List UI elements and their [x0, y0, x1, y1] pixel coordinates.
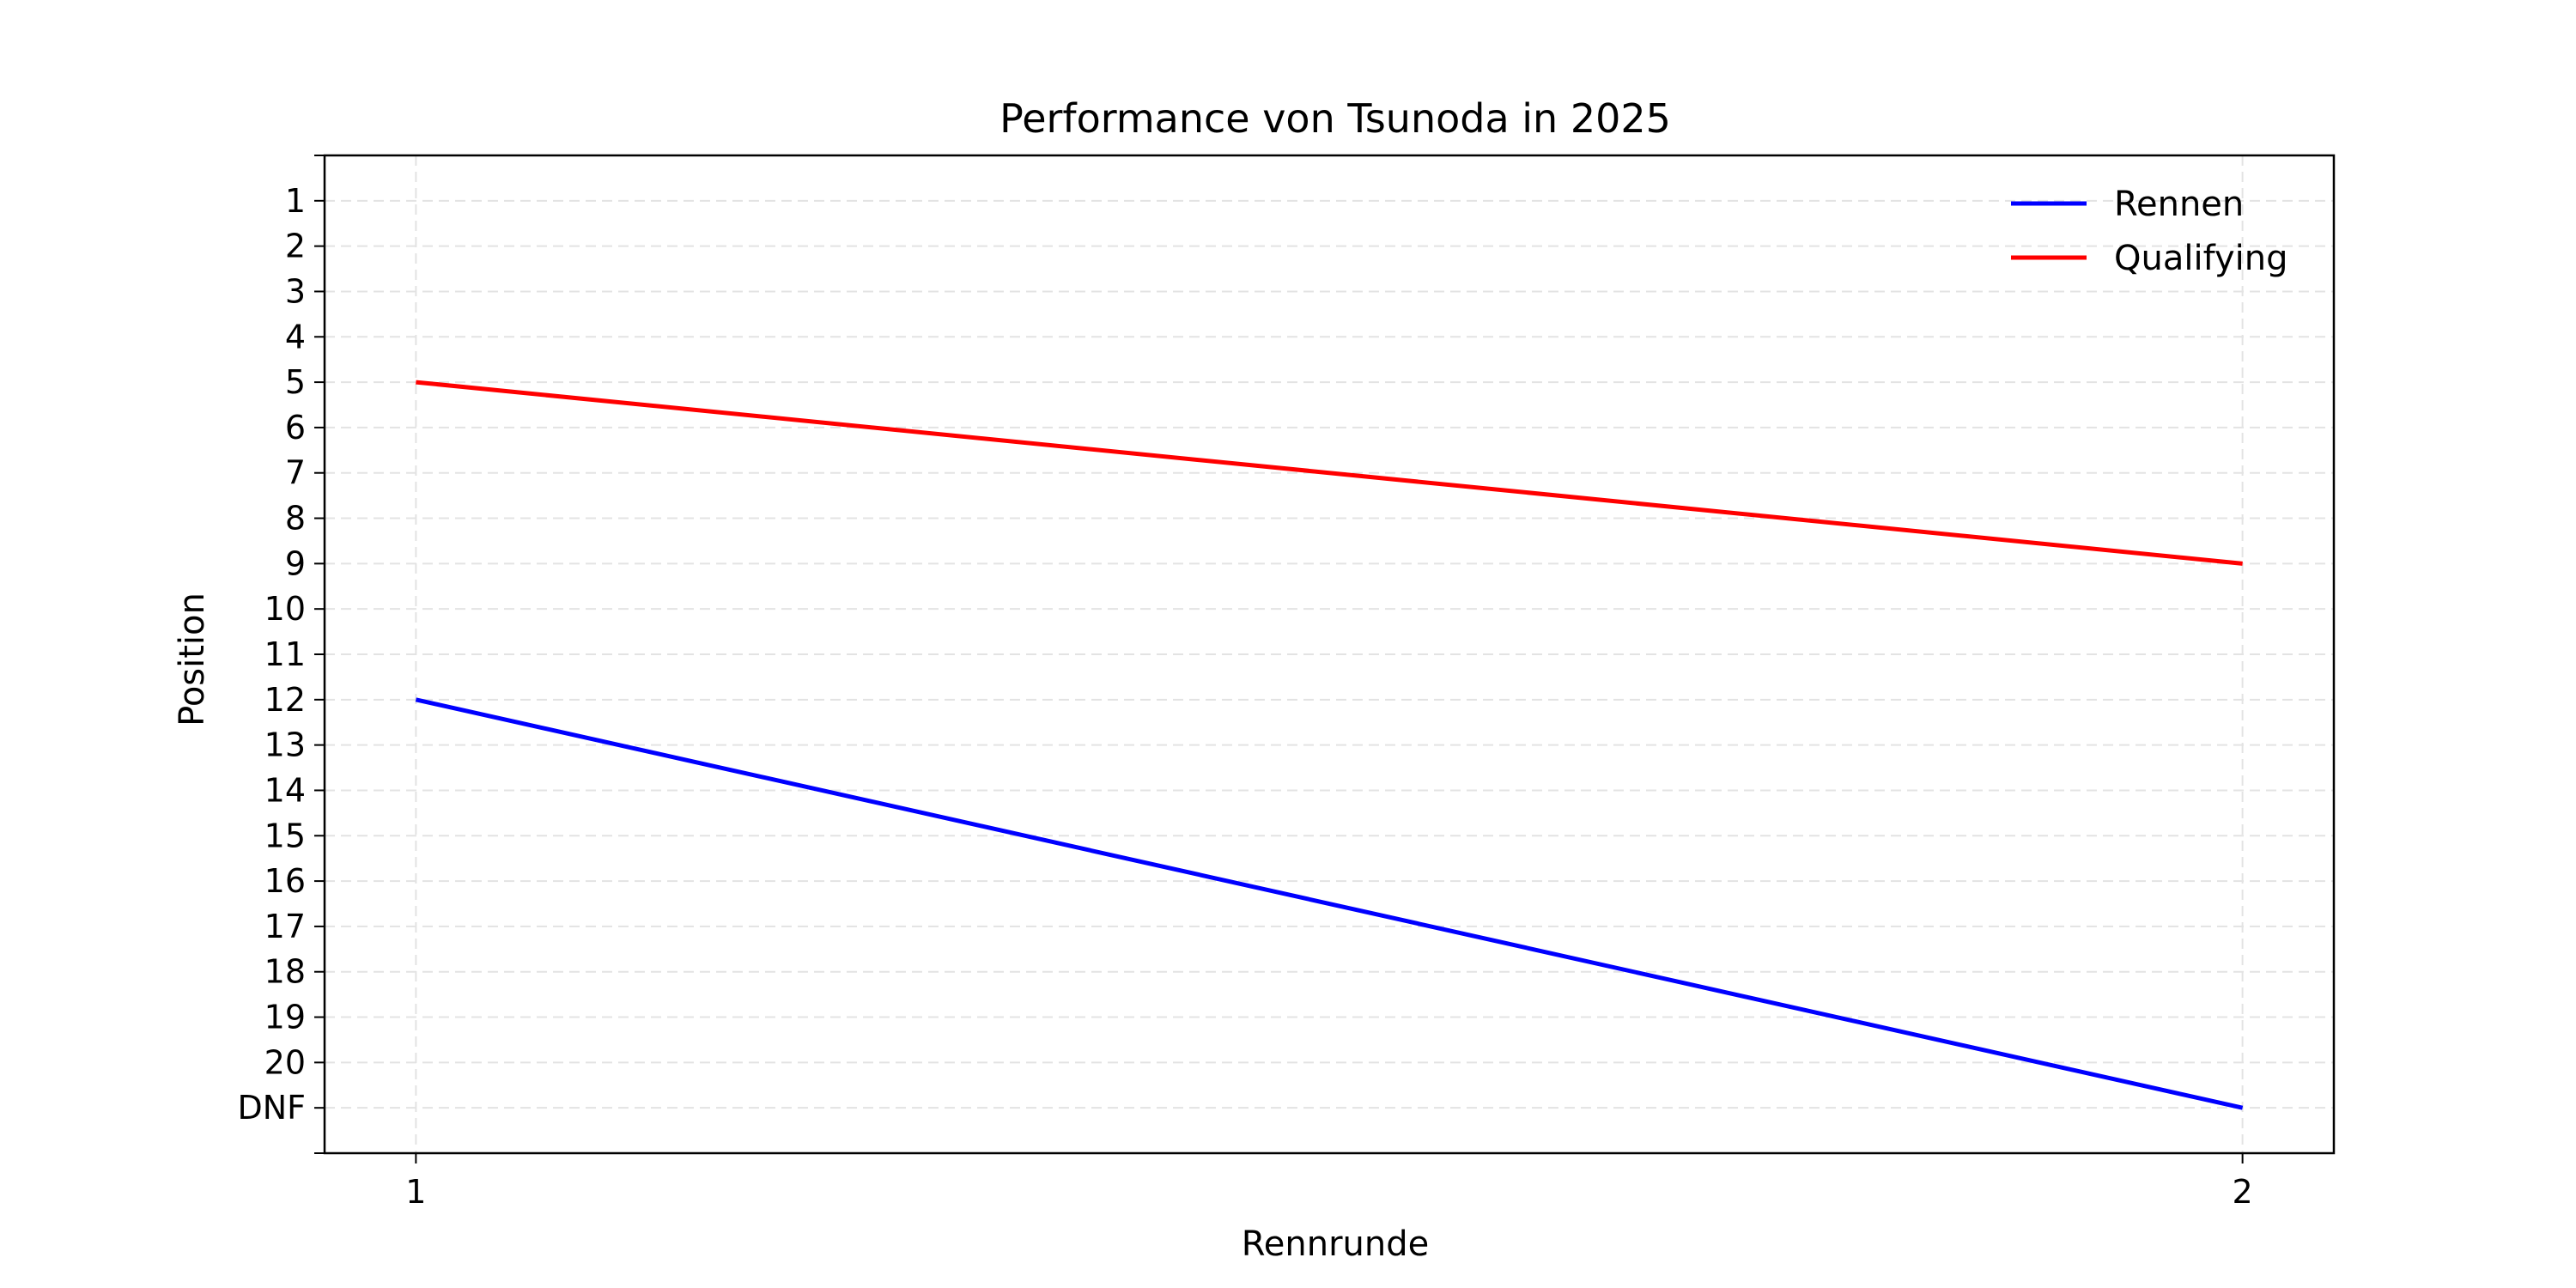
y-tick-label: 17: [264, 908, 306, 945]
grid: [325, 155, 2334, 1153]
x-tick-label: 1: [405, 1173, 426, 1211]
y-tick-label: 4: [285, 318, 306, 355]
y-tick-label: 9: [285, 544, 306, 582]
y-tick-label: DNF: [237, 1089, 306, 1127]
plot-lines: [415, 380, 2244, 1110]
y-tick-label: 10: [264, 590, 306, 628]
y-tick-label: 19: [264, 999, 306, 1036]
series-line-qualifying: [416, 380, 2243, 566]
y-tick-label: 1: [285, 182, 306, 220]
legend-label: Qualifying: [2114, 239, 2287, 278]
y-tick-label: 6: [285, 409, 306, 447]
y-tick-label: 3: [285, 272, 306, 310]
y-tick-label: 15: [264, 817, 306, 854]
x-axis-label: Rennrunde: [1242, 1224, 1429, 1264]
legend-label: Rennen: [2114, 185, 2244, 224]
y-tick-label: 11: [264, 635, 306, 673]
y-tick-label: 20: [264, 1043, 306, 1081]
y-tick-label: 2: [285, 228, 306, 265]
y-tick-label: 5: [285, 363, 306, 401]
y-tick-label: 13: [264, 726, 306, 764]
y-axis-label: Position: [173, 592, 212, 726]
y-tick-label: 16: [264, 862, 306, 900]
legend: Rennen Qualifying: [2011, 185, 2287, 278]
y-tick-label: 12: [264, 681, 306, 719]
series-line-rennen: [415, 697, 2244, 1110]
y-tick-label: 7: [285, 454, 306, 492]
x-tick-label: 2: [2233, 1173, 2253, 1211]
y-tick-label: 18: [264, 953, 306, 991]
chart-title: Performance von Tsunoda in 2025: [999, 95, 1671, 142]
y-tick-label: 8: [285, 500, 306, 538]
y-tick-label: 14: [264, 771, 306, 809]
